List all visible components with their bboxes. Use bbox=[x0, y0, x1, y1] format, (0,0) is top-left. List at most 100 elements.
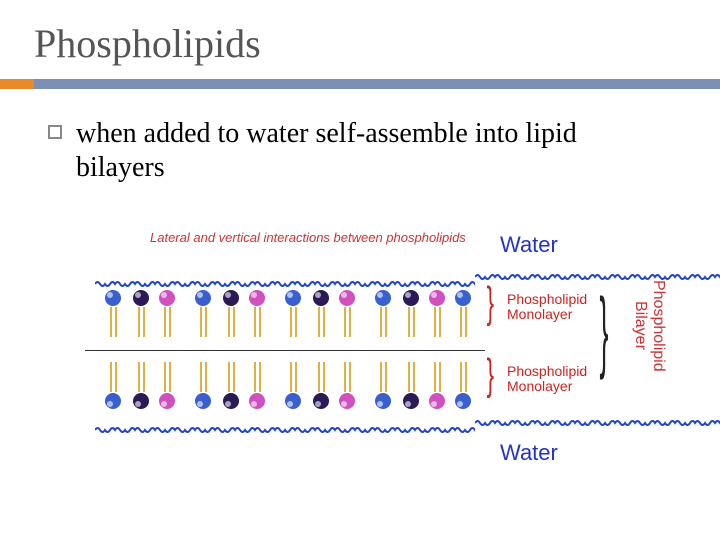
lipid-tails bbox=[105, 307, 121, 337]
lipid-tails bbox=[195, 362, 211, 392]
lipid-head bbox=[249, 290, 265, 306]
lipid bbox=[339, 290, 355, 337]
lipid bbox=[133, 290, 149, 337]
lipid-tails bbox=[313, 362, 329, 392]
lipid-tails bbox=[133, 362, 149, 392]
brace-top: } bbox=[487, 278, 494, 328]
lipid bbox=[105, 290, 121, 337]
bilayer-label: Phospholipid Bilayer bbox=[631, 280, 667, 372]
lipid-head bbox=[339, 290, 355, 306]
lipid-tails bbox=[339, 307, 355, 337]
diagram-subtitle: Lateral and vertical interactions betwee… bbox=[150, 230, 466, 245]
lipid-head bbox=[285, 393, 301, 409]
lipid bbox=[195, 290, 211, 337]
lipid-tails bbox=[313, 307, 329, 337]
lipid-head bbox=[313, 393, 329, 409]
brace-bottom: } bbox=[487, 350, 494, 400]
lipid-tails bbox=[403, 362, 419, 392]
lipid-head bbox=[195, 290, 211, 306]
lipid bbox=[313, 362, 329, 409]
lipid bbox=[455, 362, 471, 409]
lipid-tails bbox=[375, 362, 391, 392]
bullet-icon bbox=[48, 125, 62, 139]
accent-blue bbox=[34, 79, 720, 89]
lipid-head bbox=[455, 290, 471, 306]
lipid-head bbox=[195, 393, 211, 409]
lipid bbox=[285, 290, 301, 337]
monolayer-label-bottom: Phospholipid Monolayer bbox=[507, 364, 587, 395]
lipid bbox=[455, 290, 471, 337]
lipid bbox=[313, 290, 329, 337]
lipid bbox=[223, 362, 239, 409]
lipid-tails bbox=[429, 307, 445, 337]
lipid-head bbox=[429, 290, 445, 306]
lipid bbox=[429, 290, 445, 337]
lipid-head bbox=[223, 290, 239, 306]
lipid-head bbox=[133, 393, 149, 409]
lipid-tails bbox=[339, 362, 355, 392]
lipid bbox=[249, 290, 265, 337]
bilayer-area bbox=[95, 250, 475, 450]
lipid bbox=[403, 290, 419, 337]
bilayer-diagram: Lateral and vertical interactions betwee… bbox=[95, 230, 655, 490]
brace-bilayer: } bbox=[600, 280, 609, 383]
lipid-tails bbox=[429, 362, 445, 392]
lipid bbox=[403, 362, 419, 409]
lipid-tails bbox=[105, 362, 121, 392]
lipid-head bbox=[455, 393, 471, 409]
bullet-text: when added to water self-assemble into l… bbox=[76, 117, 672, 184]
lipid-tails bbox=[249, 362, 265, 392]
lipid-head bbox=[339, 393, 355, 409]
lipid bbox=[339, 362, 355, 409]
water-wave-top bbox=[95, 276, 475, 286]
bullet-row: when added to water self-assemble into l… bbox=[0, 89, 720, 184]
slide-title: Phospholipids bbox=[0, 20, 720, 67]
lipid-head bbox=[105, 290, 121, 306]
lipid-head bbox=[223, 393, 239, 409]
lipid-head bbox=[403, 393, 419, 409]
lipid bbox=[133, 362, 149, 409]
lipid bbox=[159, 290, 175, 337]
lipid-tails bbox=[159, 307, 175, 337]
lipid-head bbox=[105, 393, 121, 409]
lipid bbox=[429, 362, 445, 409]
lipid bbox=[285, 362, 301, 409]
lipid bbox=[105, 362, 121, 409]
lipid bbox=[375, 290, 391, 337]
lipid-head bbox=[159, 393, 175, 409]
lipid-head bbox=[403, 290, 419, 306]
accent-orange bbox=[0, 79, 34, 89]
accent-bar bbox=[0, 79, 720, 89]
lipid-tails bbox=[223, 362, 239, 392]
lipid-tails bbox=[133, 307, 149, 337]
lipid-head bbox=[375, 393, 391, 409]
slide: Phospholipids when added to water self-a… bbox=[0, 0, 720, 540]
lipid-head bbox=[133, 290, 149, 306]
lipid-tails bbox=[375, 307, 391, 337]
lipid-tails bbox=[455, 307, 471, 337]
lipid bbox=[159, 362, 175, 409]
midline bbox=[85, 350, 485, 351]
lipid-head bbox=[429, 393, 445, 409]
lipid-head bbox=[285, 290, 301, 306]
monolayer-label-top: Phospholipid Monolayer bbox=[507, 292, 587, 323]
lipid-head bbox=[249, 393, 265, 409]
lipid-tails bbox=[249, 307, 265, 337]
lipid-tails bbox=[223, 307, 239, 337]
lipid-tails bbox=[285, 307, 301, 337]
lipid-tails bbox=[455, 362, 471, 392]
lipid-tails bbox=[285, 362, 301, 392]
lipid-tails bbox=[159, 362, 175, 392]
water-label-top: Water bbox=[500, 232, 558, 258]
lipid-tails bbox=[403, 307, 419, 337]
lipid-head bbox=[313, 290, 329, 306]
lipid bbox=[249, 362, 265, 409]
lipid bbox=[375, 362, 391, 409]
lipid bbox=[223, 290, 239, 337]
lipid bbox=[195, 362, 211, 409]
lipid-head bbox=[375, 290, 391, 306]
water-wave-bottom bbox=[95, 422, 475, 432]
water-label-bottom: Water bbox=[500, 440, 558, 466]
lipid-tails bbox=[195, 307, 211, 337]
lipid-head bbox=[159, 290, 175, 306]
